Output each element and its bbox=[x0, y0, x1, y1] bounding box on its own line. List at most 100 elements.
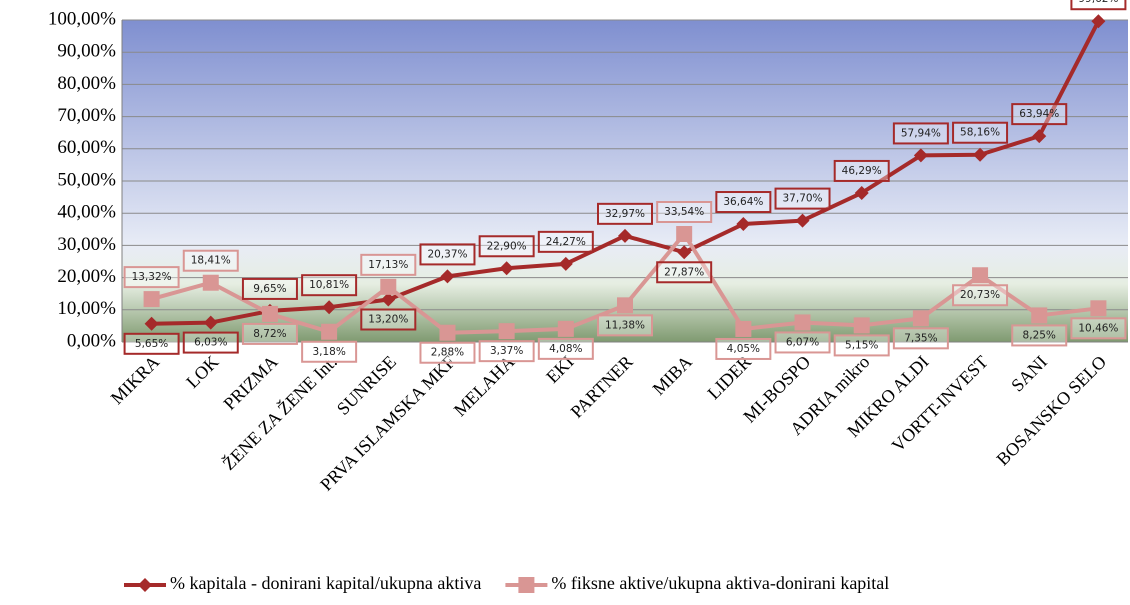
value-label-box bbox=[241, 277, 298, 300]
value-label-box bbox=[774, 187, 831, 210]
value-label-text: 6,07% bbox=[786, 336, 819, 348]
marker bbox=[498, 323, 515, 340]
value-label-text: 99,62% bbox=[1078, 0, 1118, 5]
marker bbox=[912, 310, 929, 327]
value-label-text: 4,08% bbox=[549, 343, 582, 355]
value-label-text: 2,88% bbox=[431, 347, 464, 359]
y-tick-label: 10,00% bbox=[57, 298, 116, 319]
value-label-text: 46,29% bbox=[842, 165, 882, 177]
value-label: 13,32% bbox=[123, 266, 180, 289]
marker bbox=[439, 324, 456, 341]
value-label-text: 13,32% bbox=[132, 271, 172, 283]
value-label-text: 32,97% bbox=[605, 208, 645, 220]
value-label-box bbox=[774, 331, 831, 354]
value-label-box bbox=[123, 266, 180, 289]
marker bbox=[735, 320, 752, 337]
value-label-text: 24,27% bbox=[546, 236, 586, 248]
value-label: 18,41% bbox=[182, 249, 239, 272]
value-label: 6,07% bbox=[774, 331, 831, 354]
y-tick-label: 0,00% bbox=[67, 330, 116, 351]
value-label-box bbox=[833, 159, 890, 182]
value-label: 8,25% bbox=[1011, 324, 1068, 347]
value-label-box bbox=[715, 191, 772, 214]
marker bbox=[261, 305, 278, 322]
marker bbox=[795, 213, 810, 228]
marker bbox=[381, 292, 396, 307]
value-label-box bbox=[833, 334, 890, 357]
x-tick-label: LOK bbox=[182, 352, 222, 392]
value-label: 32,97% bbox=[597, 202, 653, 225]
value-label-box bbox=[478, 235, 535, 258]
value-label-box bbox=[478, 340, 535, 363]
value-label-text: 33,54% bbox=[664, 206, 704, 218]
y-tick-label: 50,00% bbox=[57, 169, 116, 190]
value-label-box bbox=[952, 284, 1009, 307]
value-label: 8,72% bbox=[241, 322, 298, 345]
value-label: 3,37% bbox=[478, 340, 535, 363]
value-label: 4,08% bbox=[537, 337, 594, 360]
value-label-text: 57,94% bbox=[901, 127, 941, 139]
value-label-box bbox=[1070, 0, 1127, 11]
value-label-box bbox=[892, 122, 949, 145]
marker bbox=[380, 278, 397, 295]
value-label: 5,15% bbox=[833, 334, 890, 357]
x-tick-label: PARTNER bbox=[567, 352, 637, 422]
value-label-text: 6,03% bbox=[194, 337, 227, 349]
x-tick-label: ŽENE ZA ŽENE Int. bbox=[218, 351, 341, 474]
x-tick-label: SANI bbox=[1007, 352, 1051, 396]
y-tick-label: 90,00% bbox=[57, 41, 116, 62]
x-tick-label: MIKRA bbox=[107, 352, 164, 409]
value-label-text: 5,65% bbox=[135, 338, 168, 350]
value-label-text: 10,81% bbox=[309, 279, 349, 291]
marker bbox=[676, 226, 693, 243]
marker bbox=[557, 320, 574, 337]
value-label-text: 18,41% bbox=[191, 255, 231, 267]
value-label-box bbox=[656, 261, 713, 284]
value-label-box bbox=[1011, 324, 1068, 347]
value-label-text: 11,38% bbox=[605, 319, 645, 331]
value-label: 9,65% bbox=[241, 277, 298, 300]
legend-marker bbox=[518, 577, 535, 593]
value-label-box bbox=[182, 331, 239, 354]
value-label-text: 20,73% bbox=[960, 289, 1000, 301]
value-label-text: 37,70% bbox=[783, 193, 823, 205]
value-label-box bbox=[360, 253, 417, 276]
legend-label: % kapitala - donirani kapital/ukupna akt… bbox=[170, 573, 481, 593]
marker bbox=[1032, 129, 1047, 144]
value-label: 24,27% bbox=[537, 230, 594, 253]
y-tick-label: 40,00% bbox=[57, 202, 116, 223]
y-tick-label: 100,00% bbox=[48, 8, 116, 29]
value-label-box bbox=[952, 121, 1009, 144]
value-label-text: 17,13% bbox=[368, 259, 408, 271]
marker bbox=[558, 256, 573, 271]
marker bbox=[1091, 14, 1106, 29]
value-label: 5,65% bbox=[123, 332, 180, 355]
marker bbox=[913, 148, 928, 163]
value-label-text: 3,37% bbox=[490, 345, 523, 357]
y-tick-label: 70,00% bbox=[57, 105, 116, 126]
marker bbox=[1031, 307, 1048, 324]
legend-marker bbox=[138, 578, 152, 592]
value-label: 57,94% bbox=[892, 122, 949, 145]
value-label-text: 10,46% bbox=[1078, 322, 1118, 334]
value-label: 3,18% bbox=[301, 340, 358, 363]
marker bbox=[853, 317, 870, 334]
value-label: 20,73% bbox=[952, 284, 1009, 307]
value-label-text: 4,05% bbox=[727, 343, 760, 355]
marker bbox=[202, 274, 219, 291]
marker bbox=[321, 323, 338, 340]
value-label-text: 58,16% bbox=[960, 127, 1000, 139]
value-label-box bbox=[1070, 317, 1127, 340]
value-label-text: 9,65% bbox=[253, 283, 286, 295]
marker bbox=[617, 297, 633, 314]
value-label-box bbox=[182, 249, 239, 272]
value-label-text: 8,25% bbox=[1023, 329, 1056, 341]
value-label: 17,13% bbox=[360, 253, 417, 276]
marker bbox=[677, 245, 692, 260]
value-label-box bbox=[715, 337, 772, 360]
value-label: 11,38% bbox=[597, 314, 653, 337]
value-label: 2,88% bbox=[419, 341, 476, 364]
value-label-box bbox=[123, 332, 180, 355]
value-label-text: 13,20% bbox=[368, 313, 408, 325]
value-label: 37,70% bbox=[774, 187, 831, 210]
